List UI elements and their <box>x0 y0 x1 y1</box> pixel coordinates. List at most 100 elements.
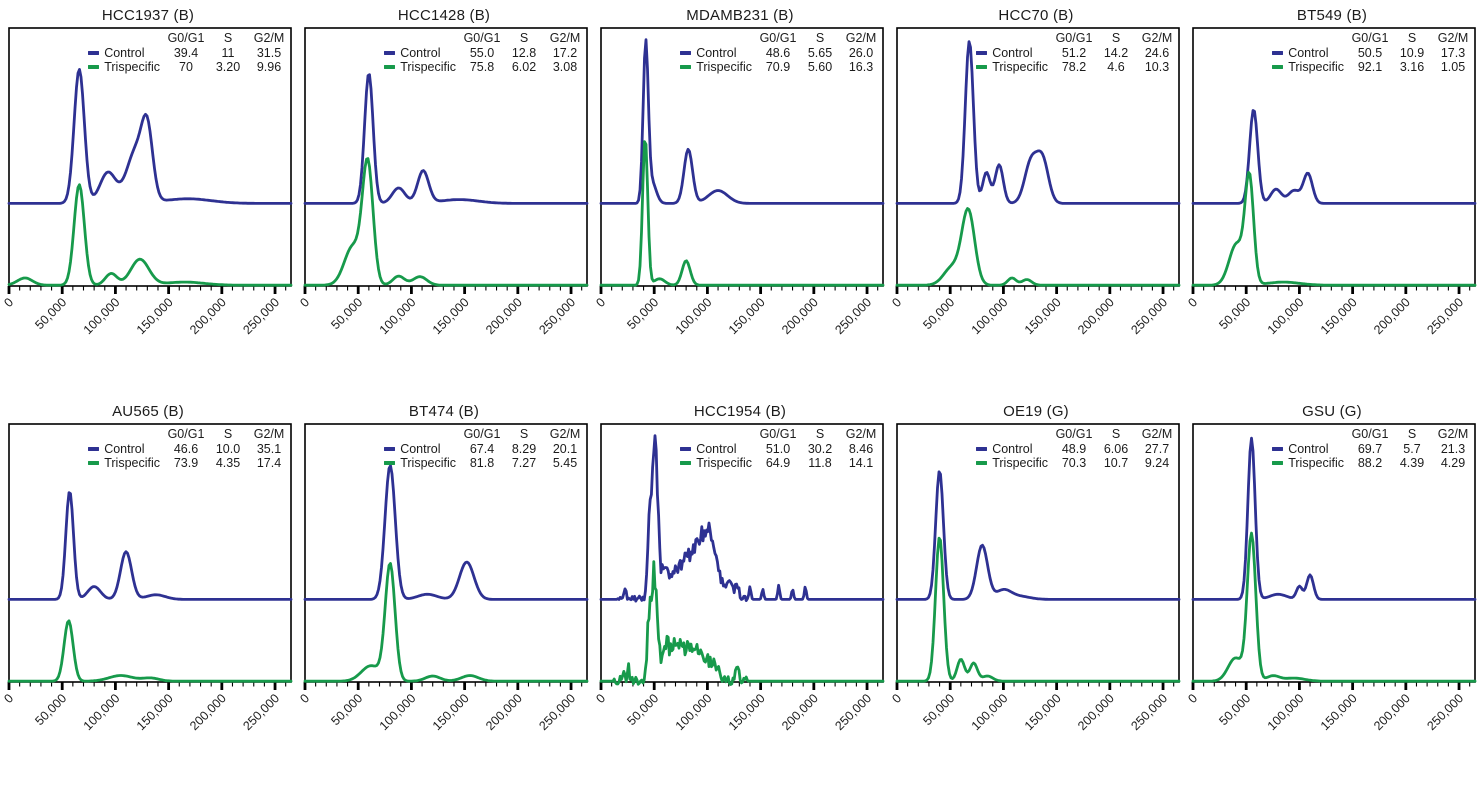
control-label: Control <box>992 45 1033 60</box>
legend-header-g2m: G2/M <box>1437 31 1469 45</box>
control-swatch <box>384 50 396 55</box>
control-curve <box>7 68 293 205</box>
legend-table: G0/G1 S G2/M Control 67.4 8.29 20.1 Trispeci… <box>384 427 585 471</box>
trispecific-curve <box>1191 171 1477 287</box>
panel-title: AU565 (B) <box>112 403 184 420</box>
trispecific-s-value: 7.27 <box>511 456 537 470</box>
x-axis-tick-label: 250,000 <box>1128 691 1170 733</box>
trispecific-curve <box>895 207 1181 287</box>
trispecific-g0g1-value: 64.9 <box>765 456 791 470</box>
x-axis-tick-label: 150,000 <box>726 691 768 733</box>
legend-header-s: S <box>223 31 233 45</box>
control-swatch <box>976 50 988 55</box>
legend-header-g0g1: G0/G1 <box>463 31 501 45</box>
x-axis-tick-label: 100,000 <box>969 295 1011 337</box>
control-label: Control <box>696 441 737 456</box>
legend-header-s: S <box>223 427 233 441</box>
control-g0g1-value: 46.6 <box>173 441 199 456</box>
panel-title: BT474 (B) <box>408 403 480 420</box>
control-swatch <box>1272 50 1284 55</box>
legend-header-g2m: G2/M <box>253 427 285 441</box>
trispecific-curve <box>599 560 885 686</box>
control-g0g1-value: 51.0 <box>765 441 791 456</box>
trispecific-g2m-value: 9.24 <box>1144 456 1170 470</box>
control-label: Control <box>104 45 145 60</box>
plot-area: 0 50,000 100,000 150,000 200,000 250,000 G0/G… <box>595 422 885 788</box>
legend-header-g2m: G2/M <box>845 31 877 45</box>
control-label: Control <box>400 441 441 456</box>
plot-area: 0 50,000 100,000 150,000 200,000 250,000 G0/G… <box>1187 422 1477 788</box>
control-s-value: 10.9 <box>1399 45 1425 60</box>
trispecific-g0g1-value: 78.2 <box>1061 60 1087 74</box>
control-swatch <box>88 446 100 451</box>
control-label: Control <box>696 45 737 60</box>
control-g2m-value: 26.0 <box>848 45 874 60</box>
trispecific-s-value: 4.6 <box>1107 60 1125 74</box>
histogram-plot: 0 50,000 100,000 150,000 200,000 250,000 <box>891 27 1181 337</box>
plot-area: 0 50,000 100,000 150,000 200,000 250,000 G0/G… <box>1187 26 1477 392</box>
x-axis-tick-label: 0 <box>891 295 904 310</box>
trispecific-label: Trispecific <box>400 60 456 74</box>
histogram-plot: 0 50,000 100,000 150,000 200,000 250,000 <box>3 27 293 337</box>
x-axis-tick-label: 50,000 <box>1216 691 1253 728</box>
x-axis-tick-label: 250,000 <box>1424 295 1466 337</box>
plot-area: 0 50,000 100,000 150,000 200,000 250,000 G0/G… <box>891 26 1181 392</box>
x-axis-tick-label: 250,000 <box>240 295 282 337</box>
legend-table: G0/G1 S G2/M Control 39.4 11 31.5 Trispecifi… <box>88 31 289 75</box>
x-axis-tick-label: 0 <box>595 295 608 310</box>
trispecific-s-value: 4.39 <box>1399 456 1425 470</box>
control-g2m-value: 21.3 <box>1440 441 1466 456</box>
x-axis-tick-label: 250,000 <box>240 691 282 733</box>
x-axis-tick-label: 200,000 <box>1075 691 1117 733</box>
trispecific-g2m-value: 4.29 <box>1440 456 1466 470</box>
legend-table: G0/G1 S G2/M Control 46.6 10.0 35.1 Trispeci… <box>88 427 289 471</box>
panel-title: HCC70 (B) <box>998 7 1074 24</box>
trispecific-g0g1-value: 70.9 <box>765 60 791 74</box>
x-axis-tick-label: 0 <box>1187 295 1200 310</box>
x-axis-tick-label: 200,000 <box>187 295 229 337</box>
x-axis-tick-label: 100,000 <box>673 691 715 733</box>
legend-header-s: S <box>1111 31 1121 45</box>
control-g2m-value: 20.1 <box>552 441 578 456</box>
panel: MDAMB231 (B) 0 50,000 100,000 150,000 200,00… <box>592 0 888 396</box>
legend-header-g2m: G2/M <box>1437 427 1469 441</box>
control-g2m-value: 8.46 <box>848 441 874 456</box>
legend-header-g2m: G2/M <box>1141 31 1173 45</box>
x-axis-tick-label: 150,000 <box>134 295 176 337</box>
histogram-plot: 0 50,000 100,000 150,000 200,000 250,000 <box>3 423 293 733</box>
panel-title: HCC1937 (B) <box>101 7 195 24</box>
trispecific-label: Trispecific <box>992 456 1048 470</box>
legend-header-g0g1: G0/G1 <box>1351 427 1389 441</box>
control-swatch <box>680 50 692 55</box>
plot-area: 0 50,000 100,000 150,000 200,000 250,000 G0/G… <box>299 422 589 788</box>
control-g0g1-value: 48.6 <box>765 45 791 60</box>
control-label: Control <box>992 441 1033 456</box>
legend-table: G0/G1 S G2/M Control 48.9 6.06 27.7 Trispeci… <box>976 427 1177 471</box>
trispecific-g0g1-value: 70 <box>179 60 193 74</box>
plot-frame <box>8 27 292 287</box>
histogram-plot: 0 50,000 100,000 150,000 200,000 250,000 <box>1187 27 1477 337</box>
trispecific-curve <box>303 562 589 683</box>
legend-header-g0g1: G0/G1 <box>167 31 205 45</box>
legend-header-g2m: G2/M <box>253 31 285 45</box>
trispecific-g2m-value: 1.05 <box>1440 60 1466 74</box>
x-axis-tick-label: 150,000 <box>134 691 176 733</box>
control-g0g1-value: 50.5 <box>1357 45 1383 60</box>
x-axis-tick-label: 0 <box>891 691 904 706</box>
control-label: Control <box>104 441 145 456</box>
control-curve <box>303 464 589 601</box>
trispecific-g0g1-value: 73.9 <box>173 456 199 470</box>
trispecific-label: Trispecific <box>400 456 456 470</box>
legend-header-s: S <box>519 31 529 45</box>
trispecific-swatch <box>384 65 396 70</box>
trispecific-swatch <box>1272 461 1284 466</box>
trispecific-g0g1-value: 92.1 <box>1357 60 1383 74</box>
trispecific-g0g1-value: 81.8 <box>469 456 495 470</box>
control-s-value: 11 <box>221 45 235 60</box>
legend-table: G0/G1 S G2/M Control 51.2 14.2 24.6 Trispeci… <box>976 31 1177 75</box>
control-g0g1-value: 51.2 <box>1061 45 1087 60</box>
control-g0g1-value: 69.7 <box>1357 441 1383 456</box>
trispecific-s-value: 3.16 <box>1399 60 1425 74</box>
control-s-value: 5.7 <box>1403 441 1421 456</box>
